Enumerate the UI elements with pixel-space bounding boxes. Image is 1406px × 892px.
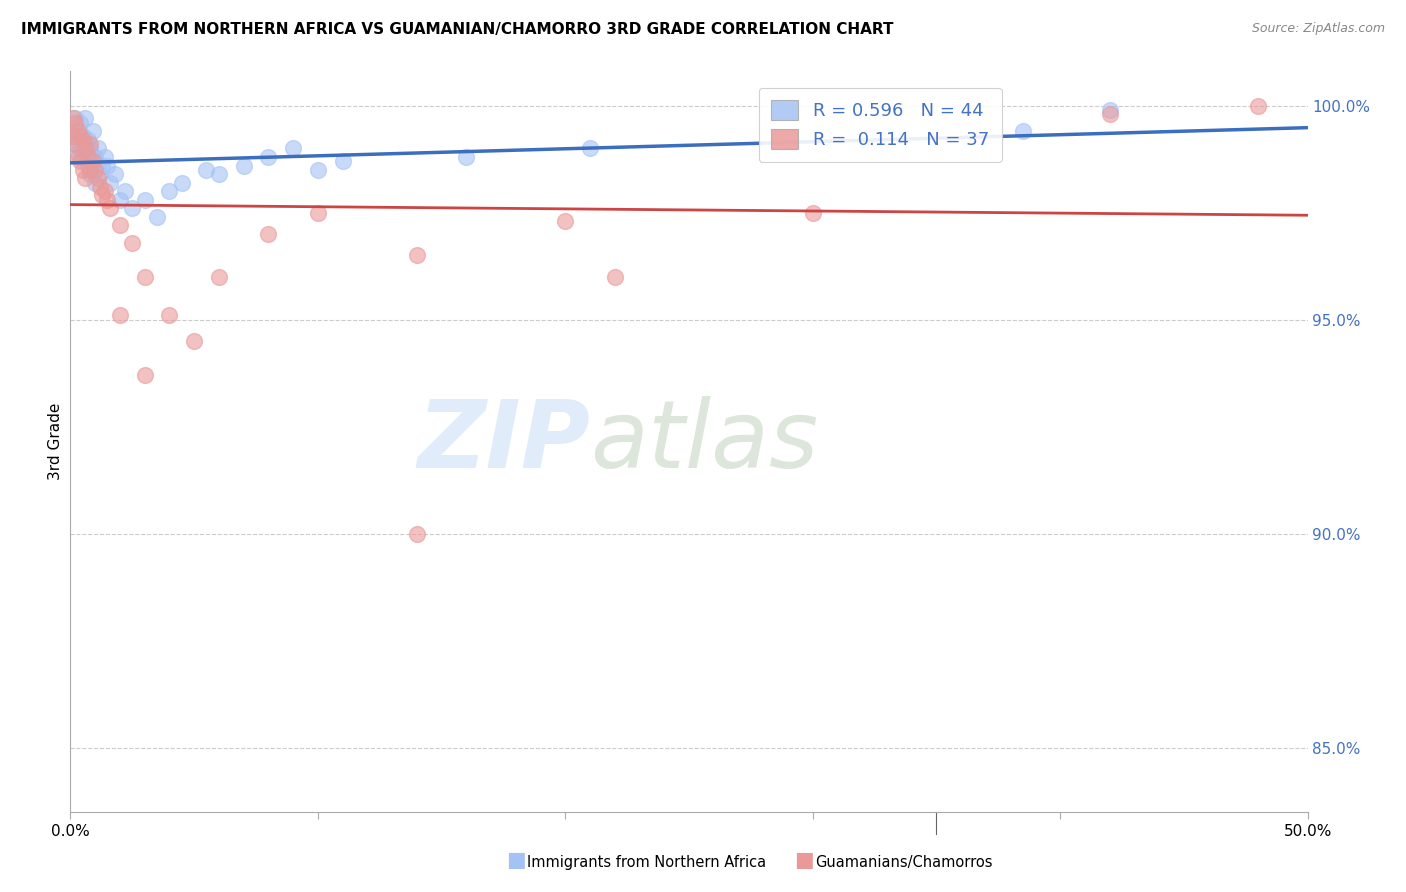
Point [94,150,117,164]
Point [69,141,91,155]
Point [208,167,231,181]
Point [157,308,180,322]
Point [405,248,427,262]
Point [72,150,94,164]
Point [86,171,108,186]
Point [69,128,91,143]
Text: Immigrants from Northern Africa: Immigrants from Northern Africa [527,855,766,870]
Point [232,159,254,173]
Point [170,176,193,190]
Point [76,159,98,173]
Point [65,112,87,126]
Point [108,308,131,322]
Point [108,219,131,233]
Point [1098,107,1121,121]
Point [75,171,97,186]
Point [84,176,107,190]
Point [98,202,121,216]
Point [72,128,94,143]
Point [307,162,329,177]
Text: ■: ■ [794,850,814,870]
Point [1098,103,1121,117]
Legend: R = 0.596   N = 44, R =  0.114   N = 37: R = 0.596 N = 44, R = 0.114 N = 37 [759,87,1001,161]
Point [104,167,127,181]
Point [79,141,101,155]
Point [307,205,329,219]
Point [183,334,205,348]
Point [146,210,169,224]
Point [134,368,156,383]
Point [257,150,280,164]
Point [405,526,427,541]
Point [579,141,602,155]
Point [76,133,98,147]
Point [89,167,111,181]
Point [208,269,231,284]
Point [82,124,104,138]
Text: ■: ■ [506,850,526,870]
Point [79,162,101,177]
Point [69,116,91,130]
Point [82,154,104,169]
Text: IMMIGRANTS FROM NORTHERN AFRICA VS GUAMANIAN/CHAMORRO 3RD GRADE CORRELATION CHAR: IMMIGRANTS FROM NORTHERN AFRICA VS GUAMA… [21,22,894,37]
Point [66,124,89,138]
Point [332,154,354,169]
Point [72,133,94,147]
Text: Source: ZipAtlas.com: Source: ZipAtlas.com [1251,22,1385,36]
Text: ZIP: ZIP [418,395,591,488]
Text: Guamanians/Chamorros: Guamanians/Chamorros [815,855,993,870]
Point [281,141,304,155]
Point [75,141,97,155]
Point [98,176,121,190]
Point [82,150,104,164]
Point [134,269,156,284]
Point [79,137,101,152]
Point [89,180,111,194]
Point [456,150,478,164]
Point [1012,124,1035,138]
Point [1247,98,1270,112]
Point [72,162,94,177]
Point [84,150,107,164]
Point [66,150,89,164]
Point [66,124,89,138]
Point [62,128,84,143]
Point [257,227,280,241]
Point [65,137,87,152]
Point [801,205,824,219]
Point [76,150,98,164]
Point [75,137,97,152]
Point [134,193,156,207]
Point [79,167,101,181]
Point [94,184,117,198]
Y-axis label: 3rd Grade: 3rd Grade [48,403,63,480]
Point [86,141,108,155]
Point [121,235,143,250]
Point [75,112,97,126]
Point [66,145,89,160]
Point [114,184,136,198]
Point [96,159,118,173]
Point [62,112,84,126]
Point [65,137,87,152]
Text: atlas: atlas [591,396,818,487]
Point [195,162,218,177]
Point [603,269,626,284]
Point [108,193,131,207]
Point [84,162,107,177]
Point [62,128,84,143]
Point [91,159,114,173]
Point [91,188,114,202]
Point [554,214,576,228]
Point [121,202,143,216]
Point [157,184,180,198]
Point [65,116,87,130]
Point [96,193,118,207]
Point [69,154,91,169]
